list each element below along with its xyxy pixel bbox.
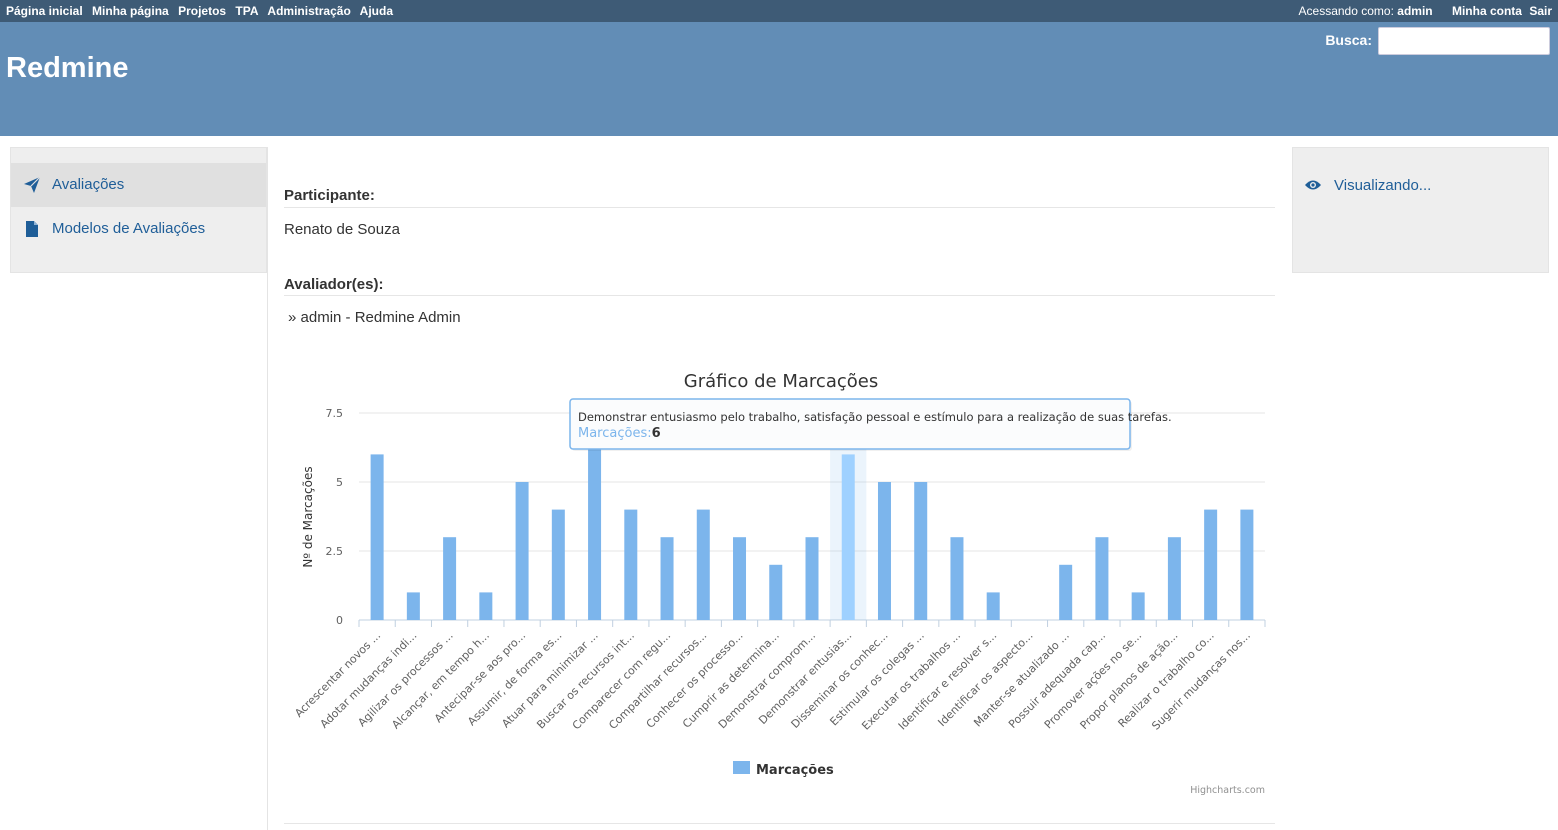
- eye-icon: [1305, 180, 1321, 190]
- evaluator-item: » admin - Redmine Admin: [288, 309, 461, 326]
- divider: [284, 823, 1275, 824]
- chart-legend[interactable]: Marcações: [733, 761, 834, 778]
- top-menu: Página inicial Minha página Projetos TPA…: [0, 0, 1558, 22]
- header: Redmine Busca:: [0, 22, 1558, 136]
- search-input[interactable]: [1378, 27, 1550, 55]
- bar[interactable]: [479, 592, 493, 620]
- menu-home-link[interactable]: Página inicial: [6, 4, 83, 18]
- app-title[interactable]: Redmine: [6, 52, 129, 84]
- top-menu-right: Acessando como: admin Minha conta Sair: [1299, 4, 1552, 18]
- menu-my-page-link[interactable]: Minha página: [92, 4, 169, 18]
- legend-swatch: [733, 761, 750, 774]
- menu-projects-link[interactable]: Projetos: [178, 4, 227, 18]
- evaluator-marker: »: [288, 309, 297, 326]
- bar[interactable]: [551, 509, 565, 620]
- bar[interactable]: [1204, 509, 1218, 620]
- logout-link[interactable]: Sair: [1529, 4, 1552, 18]
- bar[interactable]: [841, 454, 855, 620]
- bar[interactable]: [986, 592, 1000, 620]
- sidebar-right: Visualizando...: [1292, 147, 1549, 273]
- divider: [284, 207, 1275, 208]
- send-icon: [24, 176, 41, 193]
- evaluator-name: admin - Redmine Admin: [300, 309, 461, 326]
- sidebar-left: Avaliações Modelos de Avaliações: [10, 147, 267, 273]
- bar[interactable]: [443, 537, 457, 620]
- participant-label: Participante:: [284, 187, 375, 204]
- bar[interactable]: [914, 482, 928, 620]
- my-account-link[interactable]: Minha conta: [1451, 4, 1522, 18]
- bar[interactable]: [877, 482, 891, 620]
- bar[interactable]: [696, 509, 710, 620]
- bar[interactable]: [515, 482, 529, 620]
- document-icon: [26, 221, 38, 237]
- participant-name: Renato de Souza: [284, 221, 400, 238]
- logged-as-prefix: Acessando como:: [1298, 4, 1394, 18]
- menu-administration-link[interactable]: Administração: [267, 4, 351, 18]
- sidebar-item-label: Avaliações: [52, 176, 125, 193]
- menu-help-link[interactable]: Ajuda: [359, 4, 394, 18]
- bar[interactable]: [1095, 537, 1109, 620]
- bar[interactable]: [1059, 564, 1073, 620]
- bar[interactable]: [805, 537, 819, 620]
- sidebar-item-modelos-avaliacoes[interactable]: Modelos de Avaliações: [11, 207, 266, 251]
- bar[interactable]: [660, 537, 674, 620]
- logged-as-user[interactable]: admin: [1397, 4, 1433, 18]
- search-label: Busca:: [1325, 32, 1372, 48]
- logged-as: Acessando como: admin: [1299, 4, 1433, 18]
- visualizando-link[interactable]: Visualizando...: [1334, 177, 1432, 194]
- sidebar-item-avaliacoes[interactable]: Avaliações: [11, 163, 266, 207]
- bar[interactable]: [624, 509, 638, 620]
- bar[interactable]: [769, 564, 783, 620]
- main-content: Participante: Renato de Souza Avaliador(…: [267, 147, 1292, 830]
- bar[interactable]: [733, 537, 747, 620]
- bar[interactable]: [1167, 537, 1181, 620]
- bar[interactable]: [1131, 592, 1145, 620]
- legend-label: Marcações: [756, 763, 834, 778]
- bar[interactable]: [950, 537, 964, 620]
- divider: [284, 295, 1275, 296]
- bar[interactable]: [406, 592, 420, 620]
- top-menu-left: Página inicial Minha página Projetos TPA…: [6, 4, 399, 18]
- evaluators-label: Avaliador(es):: [284, 276, 384, 293]
- chart-credits[interactable]: Highcharts.com: [1190, 785, 1265, 796]
- sidebar-item-label: Modelos de Avaliações: [52, 220, 206, 237]
- bar[interactable]: [588, 426, 602, 620]
- bar[interactable]: [370, 454, 384, 620]
- menu-tpa-link[interactable]: TPA: [235, 4, 259, 18]
- bar[interactable]: [1240, 509, 1254, 620]
